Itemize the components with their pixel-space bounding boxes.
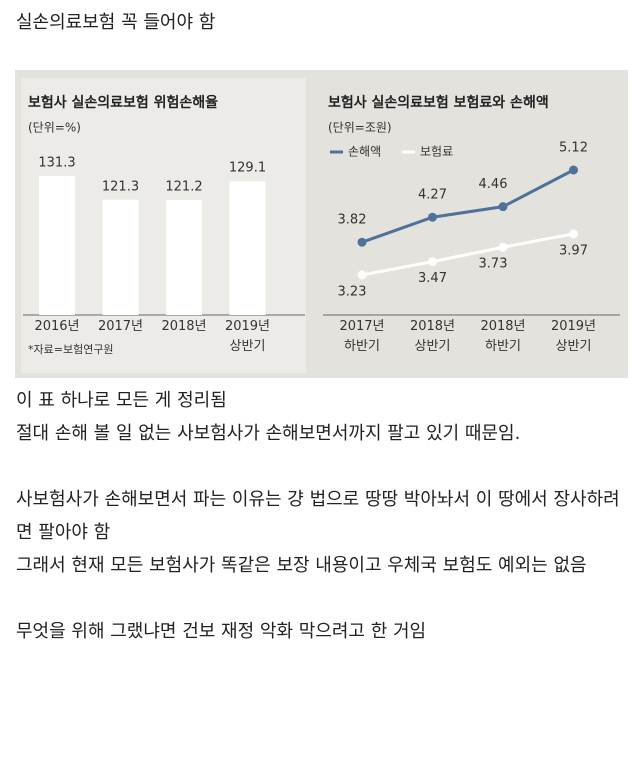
legend-label: 손해액 (348, 145, 381, 159)
x-tick-line: 하반기 (344, 339, 380, 354)
point (569, 229, 578, 239)
x-tick-line: 상반기 (556, 339, 592, 354)
x-tick-line: 2019년 (551, 319, 596, 334)
post-title: 실손의료보험 꼭 들어야 함 (16, 12, 216, 33)
chart-title: 보험사 실손의료보험 보험료와 손해액 (328, 94, 549, 111)
x-tick-line: 2018년 (410, 319, 455, 334)
paragraph: 그래서 현재 모든 보험사가 똑같은 보장 내용이고 우체국 보험도 예외는 없… (16, 555, 587, 576)
value-label: 3.82 (338, 213, 367, 228)
chart-title: 보험사 실손의료보험 위험손해율 (28, 94, 218, 111)
value-label: 3.23 (338, 285, 367, 300)
x-tick-line: 2017년 (98, 319, 143, 334)
value-label: 3.97 (559, 243, 588, 258)
value-label: 5.12 (559, 141, 588, 156)
point (357, 237, 367, 247)
series-line (361, 232, 574, 277)
bar (229, 181, 266, 315)
value-label: 131.3 (38, 156, 75, 171)
paragraph: 절대 손해 볼 일 없는 사보험사가 손해보면서까지 팔고 있기 때문임. (16, 423, 521, 444)
x-tick-line: 2019년 (225, 319, 270, 334)
point (569, 165, 578, 175)
value-label: 129.1 (229, 161, 266, 176)
x-tick-line: 상반기 (415, 339, 451, 354)
value-label: 3.47 (418, 271, 447, 286)
paragraph: 이 표 하나로 모든 게 정리됨 (16, 390, 227, 411)
chart-image: 보험사 실손의료보험 위험손해율 (단위=%) *자료=보험연구원 131.3 2016… (15, 70, 628, 378)
bar (39, 176, 75, 315)
paragraph: 사보험사가 손해보면서 파는 이유는 걍 법으로 땅땅 박아놔서 이 땅에서 장… (16, 489, 620, 543)
x-tick-label: 2018년 (161, 319, 206, 334)
point (428, 212, 437, 222)
value-label: 121.2 (165, 180, 202, 195)
x-tick-line: 2018년 (161, 319, 206, 334)
point (428, 257, 437, 267)
point (357, 270, 367, 280)
paragraph: 무엇을 위해 그랬냐면 건보 재정 악화 막으려고 한 거임 (16, 621, 427, 642)
value-label: 4.46 (479, 177, 508, 192)
unit-label: (단위=%) (28, 121, 81, 135)
value-label: 4.27 (418, 188, 447, 203)
point (498, 202, 508, 212)
x-tick-label: 2017년 (98, 319, 143, 334)
point (498, 242, 508, 252)
paragraph-group: 사보험사가 손해보면서 파는 이유는 걍 법으로 땅땅 박아놔서 이 땅에서 장… (16, 483, 628, 582)
unit-label: (단위=조원) (328, 121, 392, 135)
source-note: *자료=보험연구원 (28, 343, 114, 356)
x-tick-line: 2017년 (339, 319, 384, 334)
x-tick-label: 2016년 (34, 319, 79, 334)
x-tick-line: 하반기 (485, 339, 521, 354)
value-label: 3.73 (479, 257, 508, 272)
paragraph-group: 무엇을 위해 그랬냐면 건보 재정 악화 막으려고 한 거임 (16, 615, 628, 648)
bar (102, 199, 139, 315)
x-tick-line: 2018년 (480, 319, 525, 334)
x-tick-line: 2016년 (34, 319, 79, 334)
bar (166, 200, 202, 315)
legend-label: 보험료 (420, 145, 453, 159)
x-tick-line: 상반기 (230, 339, 266, 354)
value-label: 121.3 (102, 179, 139, 194)
series-line (361, 168, 575, 244)
